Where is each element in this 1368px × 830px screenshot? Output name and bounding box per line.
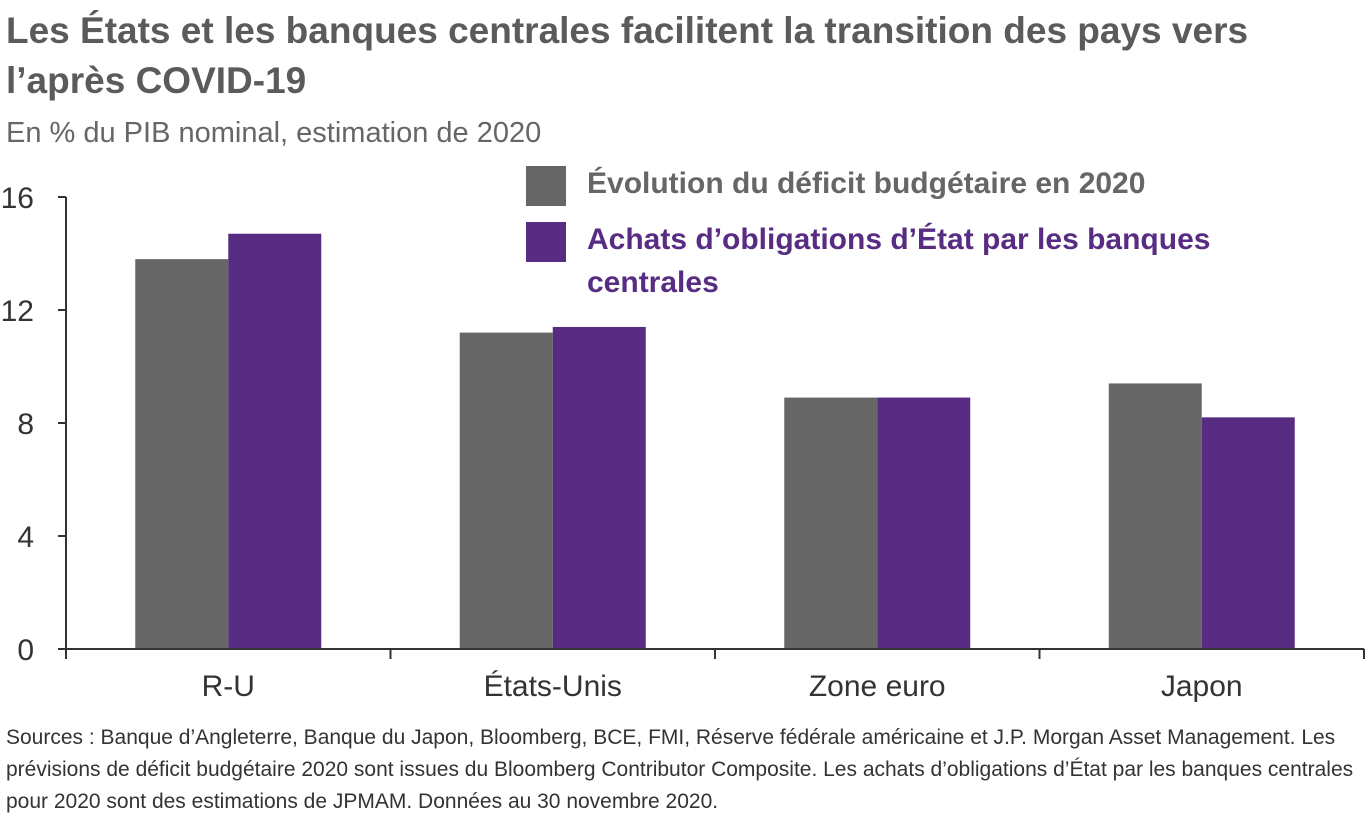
source-note: Sources : Banque d’Angleterre, Banque du… [6, 726, 1354, 813]
legend: Évolution du déficit budgétaire en 2020 … [526, 162, 1346, 304]
bar-chart: 0 4 8 12 16 R-U États-Unis Zone euro Japon [1, 182, 1365, 703]
chart-title: Les États et les banques centrales facil… [6, 10, 1249, 101]
bar-bond-purchases-3 [1201, 417, 1295, 649]
x-category-label-1: États-Unis [484, 670, 622, 703]
chart-subtitle: En % du PIB nominal, estimation de 2020 [6, 117, 542, 149]
bar-bond-purchases-2 [877, 397, 971, 649]
legend-label-bond-purchases: Achats d’obligations d’État par les banq… [587, 223, 1211, 299]
legend-label-deficit: Évolution du déficit budgétaire en 2020 [587, 167, 1146, 200]
legend-item-deficit: Évolution du déficit budgétaire en 2020 [526, 162, 1346, 206]
y-tick-label-3: 12 [1, 295, 34, 328]
bar-deficit-2 [784, 397, 878, 649]
bar-bond-purchases-0 [228, 233, 322, 649]
bar-bond-purchases-1 [552, 326, 646, 649]
x-category-label-0: R-U [202, 670, 255, 703]
bar-deficit-1 [459, 332, 553, 649]
y-tick-label-1: 4 [17, 521, 34, 554]
legend-swatch-deficit [526, 166, 566, 206]
y-tick-label-0: 0 [17, 634, 34, 667]
x-category-label-3: Japon [1161, 670, 1243, 703]
legend-swatch-bond-purchases [526, 222, 566, 262]
bar-deficit-3 [1108, 383, 1202, 649]
y-tick-label-2: 8 [17, 408, 34, 441]
bar-deficit-0 [135, 259, 229, 649]
x-category-label-2: Zone euro [809, 670, 946, 703]
y-tick-label-4: 16 [1, 182, 34, 215]
legend-item-bond-purchases: Achats d’obligations d’État par les banq… [526, 218, 1346, 304]
